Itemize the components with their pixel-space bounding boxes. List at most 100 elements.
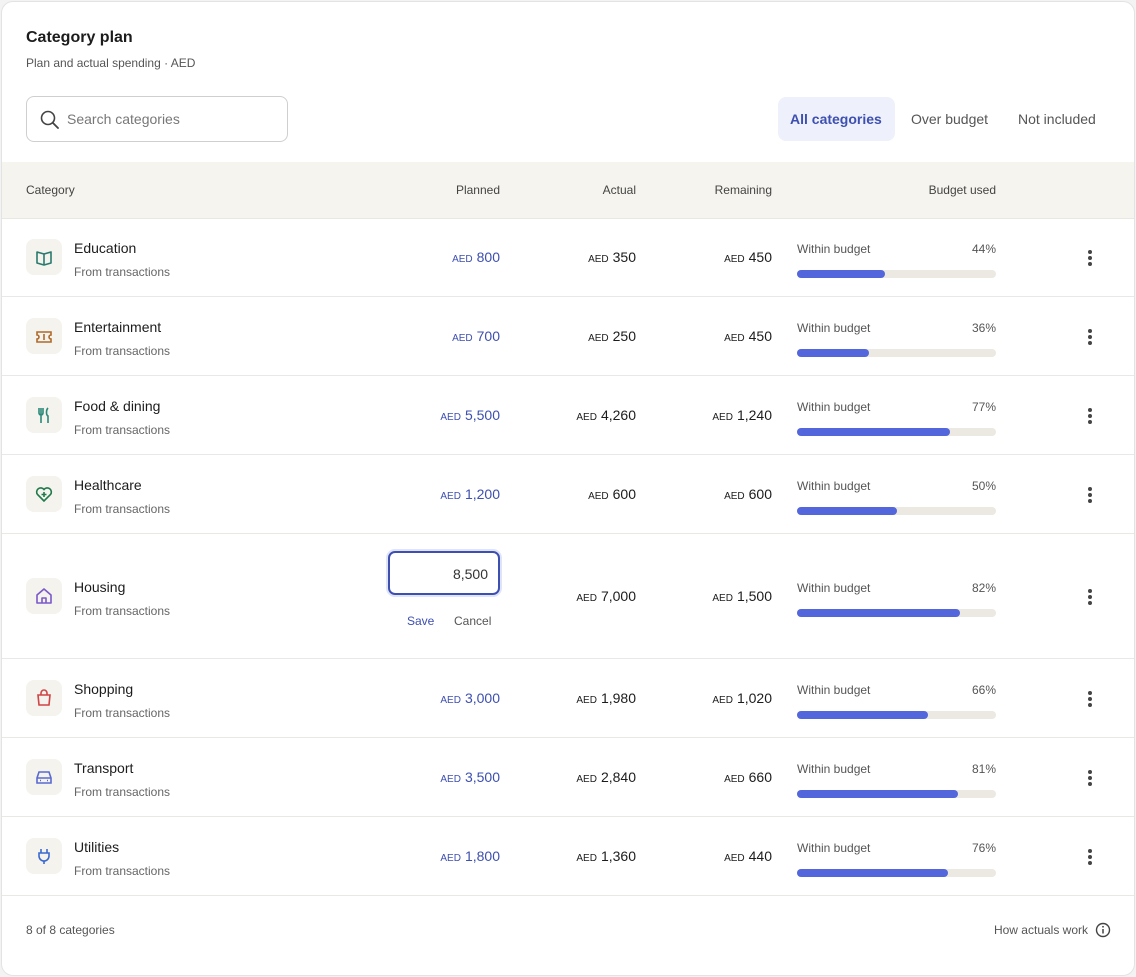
progress-fill bbox=[797, 608, 961, 617]
tab[interactable]: All categories bbox=[790, 111, 882, 127]
actual-amount: AED 1,980 bbox=[516, 690, 636, 706]
budget-percent: 66% bbox=[971, 682, 996, 697]
currency: AED bbox=[576, 411, 597, 423]
category-source: From transactions bbox=[74, 705, 171, 720]
table-row bbox=[2, 817, 1134, 896]
icon-glyph bbox=[36, 587, 52, 604]
category-name: Education bbox=[74, 239, 137, 256]
amount: 440 bbox=[748, 847, 772, 864]
row-menu[interactable] bbox=[1082, 690, 1098, 708]
row-menu[interactable] bbox=[1082, 249, 1098, 267]
actual-amount: AED 4,260 bbox=[516, 407, 636, 423]
planned-input[interactable]: 8,500 bbox=[388, 550, 500, 595]
category-icon bbox=[26, 679, 62, 716]
planned-amount[interactable]: AED 3,000 bbox=[380, 690, 500, 706]
amount: 1,800 bbox=[464, 847, 500, 864]
row-menu[interactable] bbox=[1082, 328, 1098, 346]
help-link[interactable]: How actuals work bbox=[993, 923, 1088, 937]
budget-status: Within budget bbox=[797, 320, 871, 335]
budget-status: Within budget bbox=[797, 761, 871, 776]
currency: AED bbox=[588, 253, 609, 265]
search-box[interactable]: Search categories bbox=[26, 96, 288, 142]
tab[interactable]: Over budget bbox=[911, 111, 989, 127]
budget-percent: 82% bbox=[971, 580, 996, 595]
amount: 700 bbox=[476, 327, 500, 344]
icon-glyph bbox=[38, 848, 50, 864]
row-menu[interactable] bbox=[1082, 407, 1098, 425]
progress-fill bbox=[797, 868, 949, 877]
currency: AED bbox=[440, 490, 461, 502]
currency: AED bbox=[452, 332, 473, 344]
category-name: Shopping bbox=[74, 680, 134, 697]
progress-track bbox=[797, 789, 996, 798]
budget-status: Within budget bbox=[797, 399, 871, 414]
progress-fill bbox=[797, 348, 869, 357]
actual-amount: AED 7,000 bbox=[516, 588, 636, 604]
currency: AED bbox=[588, 490, 609, 502]
column-header: Remaining bbox=[714, 183, 772, 197]
amount: 660 bbox=[748, 768, 772, 785]
footer-count: 8 of 8 categories bbox=[26, 923, 115, 937]
table-row bbox=[2, 659, 1134, 738]
actual-amount: AED 2,840 bbox=[516, 769, 636, 785]
currency: AED bbox=[724, 332, 745, 344]
tab[interactable]: Not included bbox=[1018, 111, 1096, 127]
tab-active-bg bbox=[778, 97, 895, 141]
amount: 600 bbox=[612, 485, 636, 502]
category-source: From transactions bbox=[74, 603, 171, 618]
column-header: Planned bbox=[455, 183, 500, 197]
amount: 450 bbox=[748, 327, 772, 344]
budget-status: Within budget bbox=[797, 682, 871, 697]
remaining-amount: AED 450 bbox=[652, 328, 772, 344]
budget-percent: 77% bbox=[971, 399, 996, 414]
column-header: Budget used bbox=[928, 183, 996, 197]
planned-amount[interactable]: AED 3,500 bbox=[380, 769, 500, 785]
amount: 1,200 bbox=[464, 485, 500, 502]
amount: 1,500 bbox=[736, 587, 772, 604]
column-header: Actual bbox=[602, 183, 636, 197]
search-icon bbox=[40, 110, 59, 129]
planned-amount[interactable]: AED 700 bbox=[380, 328, 500, 344]
amount: 600 bbox=[748, 485, 772, 502]
remaining-amount: AED 600 bbox=[652, 486, 772, 502]
progress-track bbox=[797, 506, 996, 515]
category-source: From transactions bbox=[74, 501, 171, 516]
planned-amount[interactable]: AED 800 bbox=[380, 249, 500, 265]
row-menu[interactable] bbox=[1082, 769, 1098, 787]
table-row bbox=[2, 297, 1134, 376]
row-menu[interactable] bbox=[1082, 848, 1098, 866]
currency: AED bbox=[724, 253, 745, 265]
planned-amount[interactable]: AED 1,800 bbox=[380, 848, 500, 864]
progress-fill bbox=[797, 269, 885, 278]
planned-amount[interactable]: AED 1,200 bbox=[380, 486, 500, 502]
currency: AED bbox=[440, 411, 461, 423]
progress-track bbox=[797, 608, 996, 617]
icon-glyph bbox=[36, 250, 52, 266]
currency: AED bbox=[576, 592, 597, 604]
category-source: From transactions bbox=[74, 784, 171, 799]
budget-percent: 44% bbox=[971, 241, 996, 256]
category-name: Entertainment bbox=[74, 318, 162, 335]
title: Category plan bbox=[26, 29, 133, 46]
category-source: From transactions bbox=[74, 863, 171, 878]
info-icon[interactable] bbox=[1095, 922, 1111, 938]
amount: 450 bbox=[748, 248, 772, 265]
planned-amount[interactable]: AED 5,500 bbox=[380, 407, 500, 423]
cancel-button[interactable]: Cancel bbox=[454, 613, 492, 628]
row-menu[interactable] bbox=[1082, 588, 1098, 606]
table-row bbox=[2, 534, 1134, 659]
save-button[interactable]: Save bbox=[407, 613, 435, 628]
category-name: Housing bbox=[74, 578, 126, 595]
remaining-amount: AED 450 bbox=[652, 249, 772, 265]
row-menu[interactable] bbox=[1082, 486, 1098, 504]
category-icon bbox=[26, 577, 62, 614]
amount: 3,500 bbox=[464, 768, 500, 785]
budget-status: Within budget bbox=[797, 478, 871, 493]
amount: 250 bbox=[612, 327, 636, 344]
icon-glyph bbox=[38, 406, 49, 423]
table-row bbox=[2, 376, 1134, 455]
category-name: Healthcare bbox=[74, 476, 142, 493]
remaining-amount: AED 1,500 bbox=[652, 588, 772, 604]
category-source: From transactions bbox=[74, 343, 171, 358]
actual-amount: AED 600 bbox=[516, 486, 636, 502]
